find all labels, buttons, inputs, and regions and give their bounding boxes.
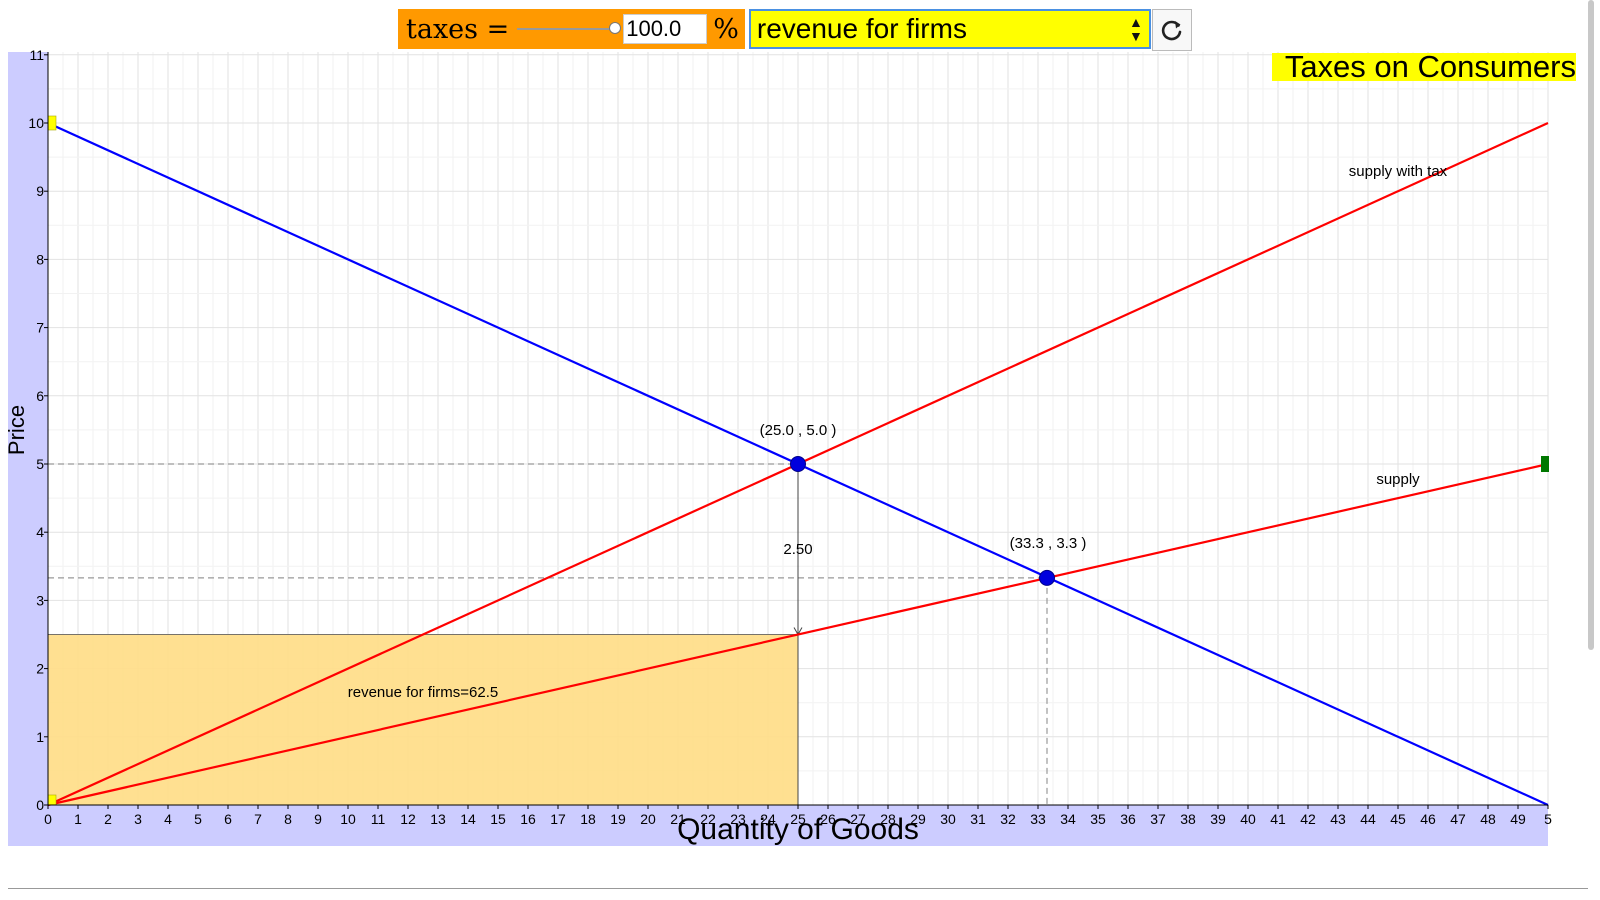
tax-slider-knob[interactable] [609, 22, 622, 34]
label-supply-with-tax: supply with tax [1349, 163, 1448, 180]
x-tick-label: 43 [1330, 811, 1346, 827]
mode-selected-value: revenue for firms [756, 13, 967, 44]
y-tick-label: 5 [36, 456, 44, 472]
x-tick-label: 9 [314, 811, 322, 827]
x-tick-label: 47 [1450, 811, 1466, 827]
origin-handle [47, 794, 57, 806]
y-tick-label: 1 [36, 729, 44, 745]
x-tick-label: 19 [610, 811, 626, 827]
label-supply: supply [1376, 471, 1420, 488]
y-tick-label: 10 [28, 115, 44, 131]
label-tax-amount: 2.50 [783, 541, 812, 558]
x-tick-label: 23 [730, 811, 746, 827]
y-tick-label: 0 [36, 797, 44, 813]
x-tick-label: 1 [74, 811, 82, 827]
y-tick-label: 6 [36, 388, 44, 404]
select-arrows-icon: ▲ ▼ [1129, 15, 1143, 43]
tax-label: taxes = [406, 13, 510, 45]
x-tick-label: 41 [1270, 811, 1286, 827]
arrow-down-icon: ▼ [1129, 28, 1143, 44]
x-tick-label: 13 [430, 811, 446, 827]
tax-control: taxes = % [398, 9, 745, 49]
x-tick-label: 10 [340, 811, 356, 827]
x-tick-label: 44 [1360, 811, 1376, 827]
arrow-up-icon: ▲ [1129, 14, 1143, 30]
x-tick-label: 7 [254, 811, 262, 827]
tax-input[interactable] [623, 14, 708, 44]
x-tick-label: 37 [1150, 811, 1166, 827]
x-axis-band [8, 805, 1548, 846]
x-tick-label: 29 [910, 811, 926, 827]
y-tick-label: 9 [36, 183, 44, 199]
reset-icon [1161, 20, 1182, 41]
x-tick-label: 45 [1390, 811, 1406, 827]
x-tick-label: 40 [1240, 811, 1256, 827]
x-tick-label: 25 [790, 811, 806, 827]
x-tick-label: 12 [400, 811, 416, 827]
y-tick-label: 2 [36, 661, 44, 677]
toolbar: taxes = % revenue for firms ▲ ▼ [398, 9, 1192, 51]
x-tick-label: 2 [104, 811, 112, 827]
x-tick-label: 3 [134, 811, 142, 827]
x-tick-label: 21 [670, 811, 686, 827]
x-tick-label: 42 [1300, 811, 1316, 827]
label-point-tax: (25.0 , 5.0 ) [760, 422, 837, 439]
y-tick-label: 11 [29, 47, 44, 63]
y-tick-label: 8 [36, 251, 44, 267]
x-tick-label: 38 [1180, 811, 1196, 827]
x-tick-label: 28 [880, 811, 896, 827]
x-tick-label: 5 [1544, 811, 1552, 827]
equilibrium-point-market [1039, 569, 1055, 586]
x-tick-label: 24 [760, 811, 776, 827]
supply-end-handle [1541, 456, 1549, 472]
equilibrium-point-tax [790, 456, 806, 472]
y-axis-band [8, 52, 48, 846]
x-tick-label: 11 [371, 811, 386, 827]
x-tick-label: 30 [940, 811, 956, 827]
x-tick-label: 48 [1480, 811, 1496, 827]
tax-unit: % [713, 13, 739, 45]
x-tick-label: 6 [224, 811, 232, 827]
y-tick-label: 4 [36, 524, 44, 540]
x-tick-label: 22 [700, 811, 716, 827]
x-tick-label: 36 [1120, 811, 1136, 827]
x-tick-label: 33 [1030, 811, 1046, 827]
x-axis-title: Quantity of Goods [677, 813, 919, 846]
x-tick-label: 4 [164, 811, 172, 827]
label-point-market: (33.3 , 3.3 ) [1010, 535, 1087, 552]
x-tick-label: 26 [820, 811, 836, 827]
label-revenue: revenue for firms=62.5 [348, 684, 499, 701]
y-tick-label: 3 [36, 592, 44, 608]
x-tick-label: 18 [580, 811, 596, 827]
x-tick-label: 27 [850, 811, 866, 827]
x-tick-label: 14 [460, 811, 476, 827]
tax-slider-track [517, 28, 618, 30]
x-tick-label: 8 [284, 811, 292, 827]
x-tick-label: 16 [520, 811, 536, 827]
graph-title: Taxes on Consumers [1272, 53, 1576, 81]
x-tick-label: 35 [1090, 811, 1106, 827]
supply-line [47, 462, 1549, 807]
x-tick-label: 5 [194, 811, 202, 827]
divider [8, 888, 1588, 889]
x-tick-label: 17 [550, 811, 566, 827]
reset-button[interactable] [1151, 9, 1192, 51]
x-tick-label: 32 [1000, 811, 1016, 827]
x-tick-label: 39 [1210, 811, 1226, 827]
demand-intercept-handle [47, 115, 57, 131]
x-tick-label: 46 [1420, 811, 1436, 827]
x-tick-label: 15 [490, 811, 506, 827]
tax-slider[interactable] [517, 21, 622, 37]
y-tick-label: 7 [36, 320, 44, 336]
y-axis-title: Price [4, 405, 29, 455]
mode-select[interactable]: revenue for firms ▲ ▼ [748, 9, 1151, 49]
x-tick-label: 31 [970, 811, 986, 827]
x-tick-label: 34 [1060, 811, 1076, 827]
x-tick-label: 20 [640, 811, 656, 827]
x-tick-label: 49 [1510, 811, 1526, 827]
vertical-scrollbar[interactable] [1588, 0, 1594, 650]
x-tick-label: 0 [44, 811, 52, 827]
